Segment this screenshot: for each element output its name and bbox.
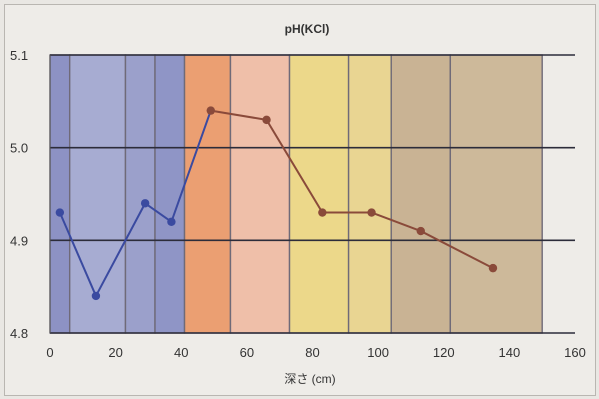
x-tick-label-6: 120	[433, 345, 455, 360]
chart-title: pH(KCl)	[285, 22, 330, 36]
line-segment-1	[95, 202, 147, 297]
bands-layer	[49, 54, 543, 334]
y-tick-label-2: 5.0	[10, 141, 28, 156]
band-3	[154, 54, 186, 334]
band-4	[183, 54, 232, 334]
x-tick-label-1: 20	[108, 345, 122, 360]
x-tick-label-7: 140	[499, 345, 521, 360]
band-6	[288, 54, 350, 334]
data-point-2	[140, 199, 150, 208]
band-7	[347, 54, 392, 334]
line-segment-3	[170, 110, 212, 223]
band-2	[124, 54, 156, 334]
y-tick-label-3: 5.1	[10, 48, 28, 63]
x-tick-label-3: 60	[240, 345, 254, 360]
x-tick-label-8: 160	[564, 345, 586, 360]
x-axis-label: 深さ (cm)	[284, 372, 335, 386]
line-segment-4	[210, 109, 267, 121]
y-tick-label-0: 4.8	[10, 326, 28, 341]
x-tick-label-4: 80	[305, 345, 319, 360]
ticks-layer: 4.8 4.9 5.0 5.1 0 20 40 60 80 100 120 140 160	[10, 48, 586, 360]
x-tick-label-2: 40	[174, 345, 188, 360]
data-point-5	[262, 115, 271, 125]
data-point-0	[55, 208, 65, 217]
line-segment-7	[371, 211, 422, 233]
data-point-4	[206, 106, 215, 115]
line-segment-5	[265, 119, 324, 214]
data-point-9	[488, 263, 498, 273]
band-0	[49, 54, 71, 334]
y-tick-label-1: 4.9	[10, 233, 28, 248]
data-point-1	[91, 291, 101, 301]
grid-layer	[49, 54, 575, 334]
band-5	[229, 54, 291, 334]
data-point-6	[318, 208, 327, 217]
line-segment-0	[58, 212, 97, 297]
data-point-7	[367, 208, 376, 217]
data-point-8	[416, 226, 425, 236]
band-9	[449, 54, 543, 334]
data-point-3	[167, 217, 176, 226]
line-segment-8	[420, 230, 494, 270]
x-tick-label-0: 0	[46, 345, 53, 360]
line-segment-2	[144, 202, 172, 223]
series-layer	[55, 106, 498, 301]
band-1	[68, 54, 127, 334]
band-8	[390, 54, 452, 334]
x-tick-label-5: 100	[367, 345, 389, 360]
